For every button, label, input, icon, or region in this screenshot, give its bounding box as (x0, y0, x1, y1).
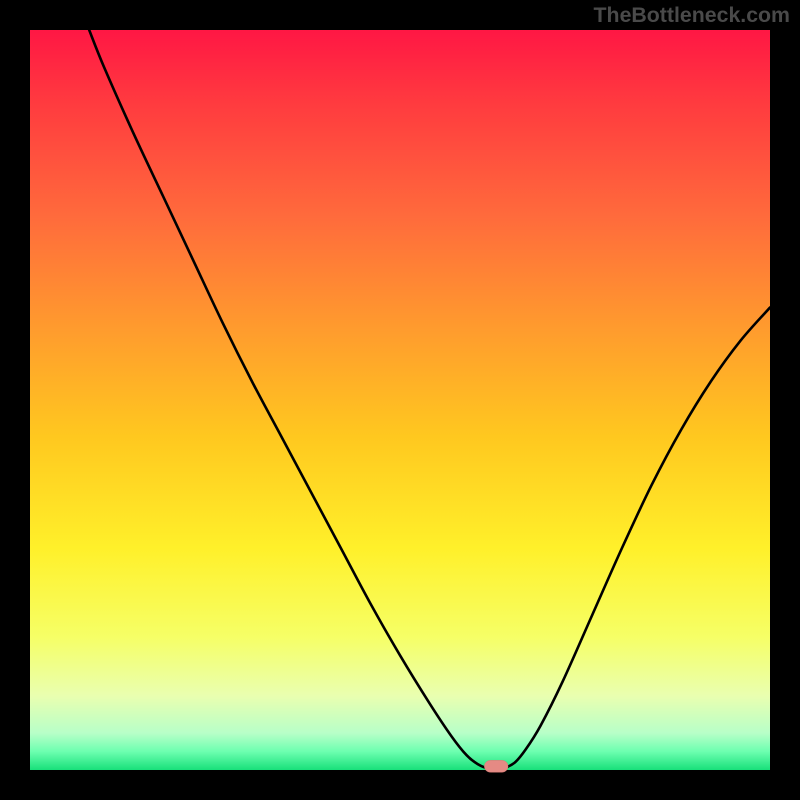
chart-svg: TheBottleneck.com (0, 0, 800, 800)
optimum-marker (484, 760, 508, 772)
plot-background (30, 30, 770, 770)
chart-stage: TheBottleneck.com (0, 0, 800, 800)
